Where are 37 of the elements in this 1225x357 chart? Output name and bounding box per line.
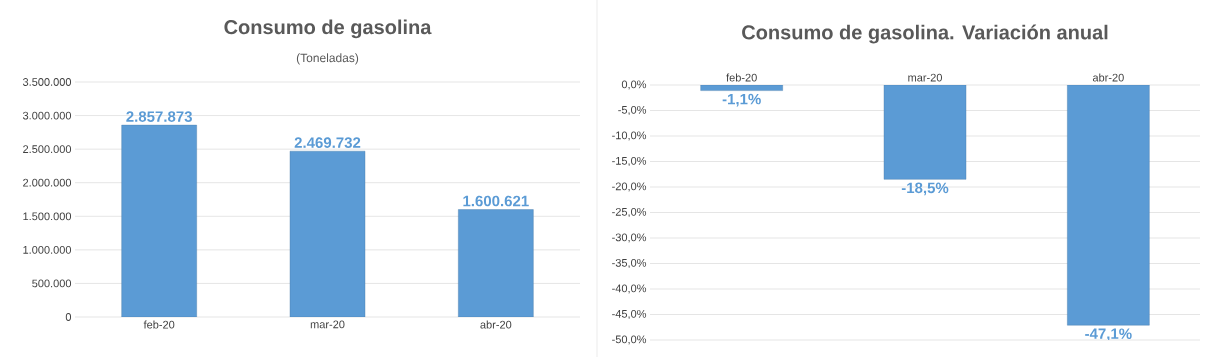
y-tick-label: 0,0% (621, 80, 647, 90)
data-label: -47,1% (1085, 328, 1132, 342)
x-tick-label: feb-20 (143, 320, 175, 329)
x-tick-label: abr-20 (1092, 73, 1124, 82)
data-label: 2.857.873 (126, 111, 192, 122)
x-tick-label: mar-20 (908, 73, 942, 82)
y-tick-label: -5,0% (618, 105, 647, 116)
y-tick-label: -25,0% (612, 207, 647, 218)
bar (458, 209, 534, 317)
y-tick-label: 3.500.000 (22, 78, 72, 86)
y-tick-label: -40,0% (612, 284, 647, 294)
y-tick-label: 1.500.000 (23, 212, 72, 221)
chart-title: Consumo de gasolina. Variación anual (742, 24, 1108, 44)
y-tick-label: 2.000.000 (23, 178, 72, 187)
chart-subtitle: (Toneladas) (296, 53, 359, 65)
bar (121, 124, 197, 317)
data-label: 2.469.732 (294, 137, 361, 148)
data-label: -18,5% (901, 182, 949, 196)
y-tick-label: -15,0% (612, 156, 647, 167)
y-tick-label: -45,0% (612, 309, 647, 320)
y-tick-label: -10,0% (612, 131, 647, 141)
y-tick-label: -35,0% (612, 258, 647, 269)
y-tick-label: 3.000.000 (22, 111, 72, 120)
x-tick-label: feb-20 (726, 73, 757, 82)
data-label: -1,1% (722, 93, 761, 107)
y-tick-label: 2.500.000 (23, 145, 72, 154)
y-tick-label: -20,0% (612, 182, 647, 192)
x-tick-label: mar-20 (310, 320, 345, 329)
bar (289, 150, 366, 317)
y-tick-label: -50,0% (612, 335, 647, 345)
y-tick-label: 500.000 (32, 279, 72, 288)
chart-title: Consumo de gasolina (224, 19, 432, 39)
x-tick-label: abr-20 (480, 320, 512, 329)
y-tick-label: -30,0% (612, 233, 647, 243)
data-label: 1.600.621 (463, 195, 529, 207)
y-tick-label: 0 (65, 313, 72, 321)
y-tick-label: 1.000.000 (23, 245, 72, 254)
